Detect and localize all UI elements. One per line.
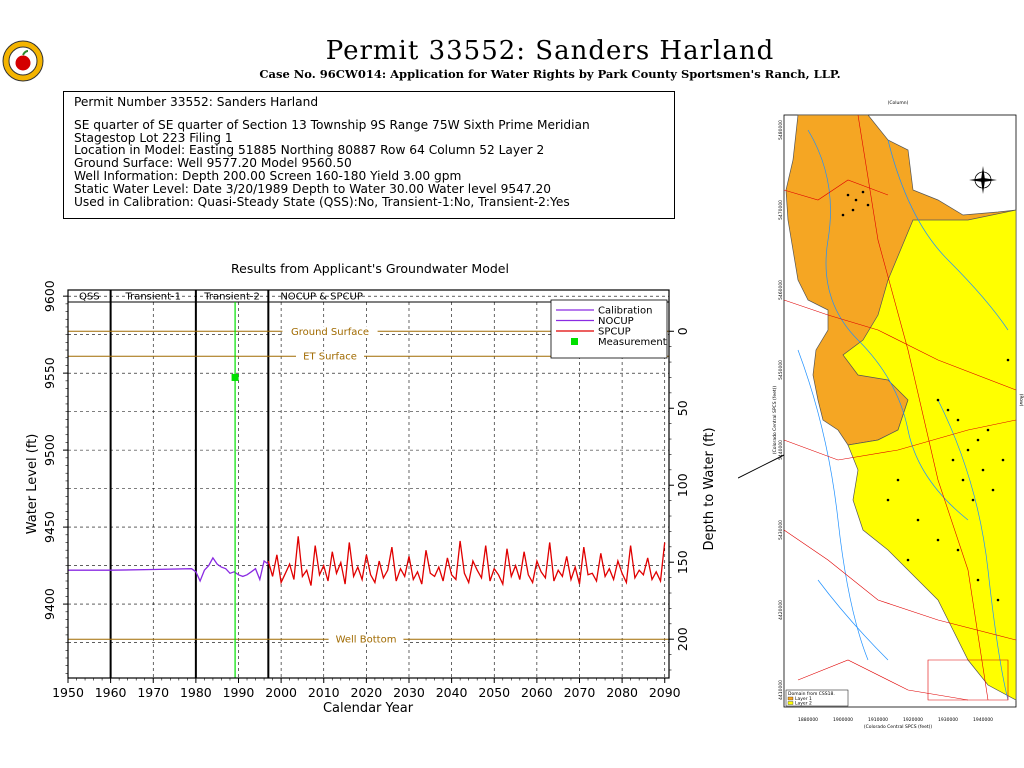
x-tick-label: 1970 [137,685,169,700]
plot-frame [67,289,670,679]
legend-entry: SPCUP [598,327,631,338]
model-domain-map: Domain from CSS18. Layer 1 Layer 2 (Colu… [738,100,1024,730]
y-tick-label: 9600 [42,280,57,312]
map-x-tick: 1920000 [903,717,923,723]
x-tick-label: 1980 [180,685,212,700]
map-y-tick: 5480000 [778,120,784,140]
map-y-tick: 4420000 [778,600,784,620]
map-y-tick: 5430000 [778,520,784,540]
reference-label: Ground Surface [291,327,369,338]
y-axis-label: Water Level (ft) [25,434,40,535]
legend-marker [571,338,578,345]
x-tick-label: 1960 [95,685,127,700]
y-tick-label: 9400 [42,588,57,620]
map-x-tick: 1910000 [868,717,888,723]
page-title: Permit 33552: Sanders Harland [325,36,775,66]
info-model-location: Location in Model: Easting 51885 Northin… [74,143,545,158]
info-static-water-level: Static Water Level: Date 3/20/1989 Depth… [74,181,552,196]
x-tick-label: 2040 [436,685,468,700]
chart-legend [550,299,668,359]
x-tick-label: 2070 [564,685,596,700]
y2-tick-label: 0 [675,327,690,335]
map-legend-title: Domain from CSS18. [788,691,835,697]
y2-tick-label: 150 [675,550,690,574]
map-y-tick: 5440000 [778,440,784,460]
map-legend [785,689,849,707]
reference-label-bg [296,351,364,362]
x-tick-label: 2050 [478,685,510,700]
series-line-spcup [267,536,666,587]
period-label: Transient-1 [124,292,181,303]
info-calibration-usage: Used in Calibration: Quasi-Steady State … [74,194,570,209]
map-y-tick: 4410000 [778,680,784,700]
reference-label: ET Surface [303,352,357,363]
y2-tick-label: 200 [675,627,690,651]
x-tick-label: 2090 [649,685,681,700]
y-tick-label: 9550 [42,357,57,389]
map-x-axis-label: (Colorado Central SPCS (feet)) [864,724,933,730]
map-legend-layer1: Layer 1 [795,696,812,702]
groundwater-chart: Results from Applicant's Groundwater Mod… [25,261,717,716]
period-label: Transient-2 [203,292,260,303]
x-tick-label: 2060 [521,685,553,700]
x-tick-label: 2080 [606,685,638,700]
chart-title: Results from Applicant's Groundwater Mod… [231,261,509,276]
legend-entry: Measurement [598,337,667,348]
info-legal-location: SE quarter of SE quarter of Section 13 T… [74,117,590,132]
info-subdivision: Stagestop Lot 223 Filing 1 [74,130,233,145]
map-roads [783,114,1017,701]
x-tick-label: 2020 [350,685,382,700]
map-y-tick: 5460000 [778,280,784,300]
series-line-calibration [68,556,269,583]
period-label: QSS [79,292,100,303]
map-legend-layer2: Layer 2 [795,701,812,707]
measurement-point [231,373,239,381]
x-tick-label: 2010 [308,685,340,700]
north-arrow-icon [969,166,997,194]
reference-label-bg [328,634,404,645]
y2-tick-label: 50 [675,400,690,416]
x-tick-label: 1990 [223,685,255,700]
info-well-information: Well Information: Depth 200.00 Screen 16… [74,168,462,183]
map-row-label: (Row) [1018,394,1024,407]
reference-label: Well Bottom [336,635,397,646]
map-x-tick: 1930000 [938,717,958,723]
seal-logo-icon [2,40,44,82]
map-x-tick: 1900000 [833,717,853,723]
x-tick-label: 2000 [265,685,297,700]
map-column-label: (Column) [888,100,909,106]
map-y-tick: 5470000 [778,200,784,220]
map-streams [797,129,1009,701]
map-x-tick: 1880000 [798,717,818,723]
x-tick-label: 1950 [52,685,84,700]
y2-tick-label: 100 [675,473,690,497]
map-x-tick: 1940000 [973,717,993,723]
y2-axis-label: Depth to Water (ft) [702,427,717,550]
info-permit-number: Permit Number 33552: Sanders Harland [74,95,319,109]
map-wells [841,190,1010,602]
map-y-axis-label: (Colorado Central SPCS (feet)) [772,386,778,455]
legend-entry: NOCUP [598,316,634,327]
info-ground-surface: Ground Surface: Well 9577.20 Model 9560.… [74,156,352,171]
x-axis-label: Calendar Year [323,701,414,716]
y-tick-label: 9450 [42,511,57,543]
y-tick-label: 9500 [42,434,57,466]
x-tick-label: 2030 [393,685,425,700]
period-label: NOCUP & SPCUP [280,292,363,303]
legend-entry: Calibration [598,306,652,317]
map-y-tick: 5450000 [778,360,784,380]
layer2-region [842,209,1017,701]
page-subtitle: Case No. 96CW014: Application for Water … [259,67,841,81]
permit-info-box: Permit Number 33552: Sanders Harland SE … [63,91,675,219]
reference-label-bg [282,326,378,337]
